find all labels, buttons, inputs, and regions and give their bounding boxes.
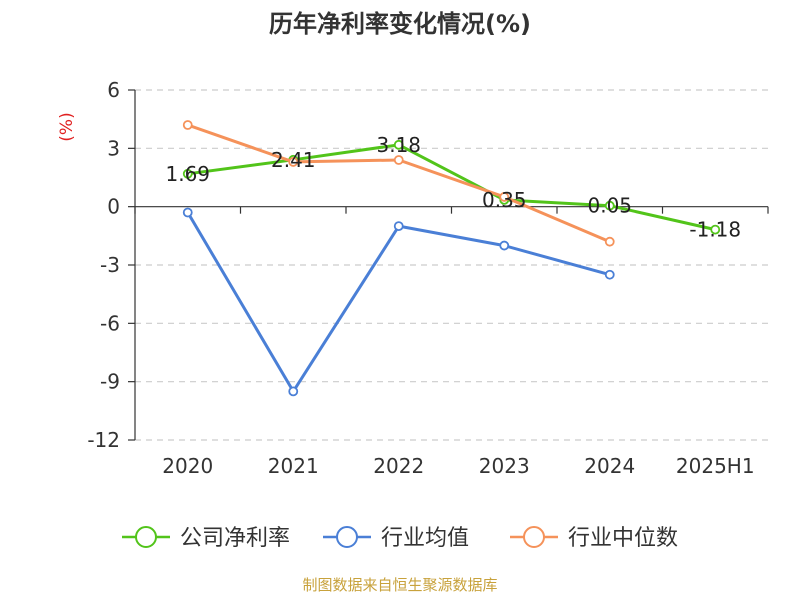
y-tick-label: -3: [100, 253, 120, 277]
y-axis-label: (%): [57, 112, 77, 141]
legend: 公司净利率 行业均值 行业中位数: [122, 526, 678, 551]
legend-marker: [523, 526, 545, 548]
y-tick-label: 0: [107, 195, 120, 219]
y-tick-label: -6: [100, 311, 120, 335]
legend-label: 行业中位数: [568, 526, 678, 551]
y-tick-label: 3: [107, 136, 120, 160]
series-point-2: [182, 120, 193, 130]
legend-marker: [135, 526, 157, 548]
series-point-2: [499, 192, 510, 202]
chart-title: 历年净利率变化情况(%): [269, 10, 531, 38]
series-point-0: [182, 168, 193, 179]
series-line-1: [186, 211, 611, 393]
legend-marker: [336, 526, 358, 548]
data-label: 1.69: [165, 162, 210, 186]
x-tick-label: 2025H1: [676, 454, 755, 478]
series-point-2: [288, 157, 299, 167]
legend-label: 行业均值: [381, 526, 469, 551]
grid-lines: [135, 89, 768, 441]
y-tick-labels: 6 3 0 -3 -6 -9 -12: [87, 78, 120, 452]
series-point-1: [499, 240, 510, 251]
data-label: 0.05: [587, 194, 632, 218]
series-point-1: [182, 207, 193, 218]
x-tick-label: 2020: [162, 454, 213, 478]
y-tick-label: -12: [87, 428, 120, 452]
series-point-2: [604, 236, 615, 247]
data-label: 0.35: [482, 188, 527, 212]
series-point-0: [710, 224, 721, 235]
data-label: -1.18: [689, 218, 741, 242]
series-lines: [182, 120, 721, 397]
legend-label: 公司净利率: [180, 526, 290, 551]
data-labels: 1.69 2.41 3.18 0.35 0.05 -1.18: [165, 133, 741, 242]
series-point-0: [393, 139, 404, 150]
axes: [128, 89, 769, 441]
data-label: 3.18: [376, 133, 421, 157]
x-tick-label: 2024: [584, 454, 635, 478]
series-point-1: [604, 269, 615, 280]
x-tick-label: 2022: [373, 454, 424, 478]
x-tick-labels: 2020 2021 2022 2023 2024 2025H1: [162, 454, 754, 478]
series-point-1: [393, 221, 404, 232]
series-point-1: [288, 386, 299, 397]
x-tick-label: 2021: [268, 454, 319, 478]
series-line-0: [187, 143, 716, 232]
y-tick-label: -9: [100, 370, 120, 394]
series-point-2: [393, 155, 404, 165]
y-tick-label: 6: [107, 78, 120, 102]
x-tick-label: 2023: [479, 454, 530, 478]
source-note: 制图数据来自恒生聚源数据库: [302, 576, 497, 594]
data-label: 2.41: [271, 148, 316, 172]
series-point-0: [604, 200, 615, 211]
